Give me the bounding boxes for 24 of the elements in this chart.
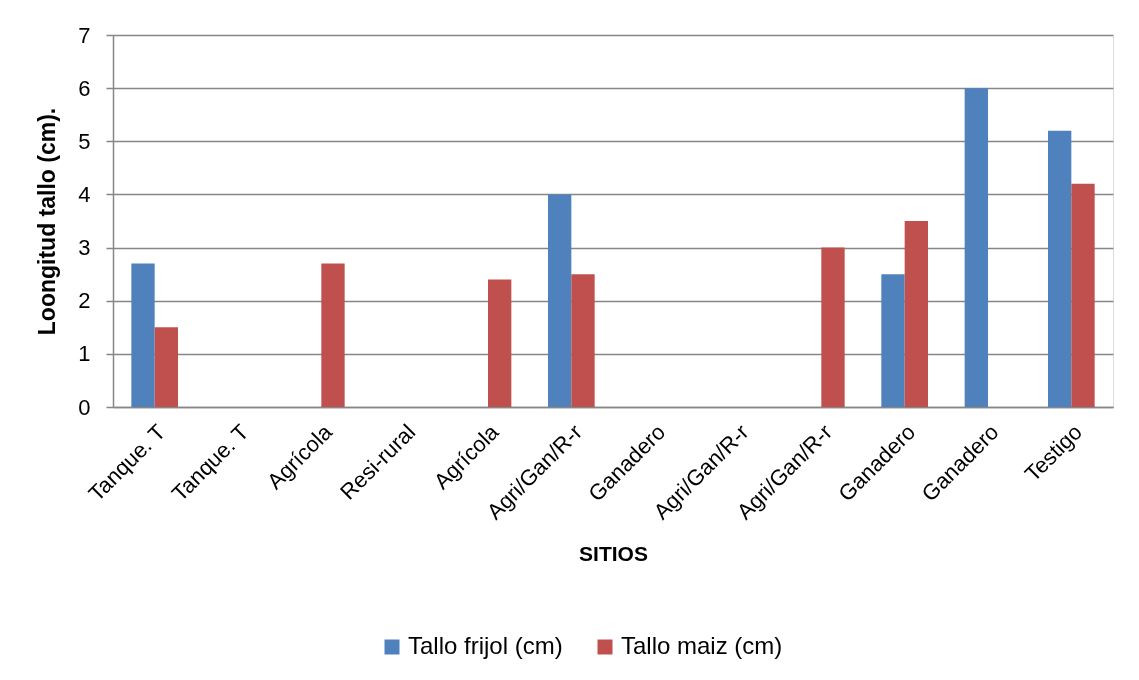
y-tick-label: 2	[78, 288, 91, 314]
bar	[131, 263, 155, 407]
x-axis-title: SITIOS	[579, 541, 648, 565]
y-tick-label: 3	[78, 235, 91, 261]
y-tick-label: 4	[78, 181, 91, 207]
bar	[548, 194, 572, 407]
bar	[1071, 183, 1095, 407]
y-axis-title: Loongitud tallo (cm).	[34, 107, 61, 336]
legend-label: Tallo maiz (cm)	[621, 632, 783, 659]
y-tick-label: 6	[78, 75, 91, 101]
y-tick-label: 7	[78, 22, 91, 48]
bar	[964, 88, 988, 407]
legend-label: Tallo frijol (cm)	[408, 632, 563, 659]
bar	[821, 247, 845, 407]
bar	[154, 327, 178, 407]
bar	[321, 263, 345, 407]
bar	[488, 279, 512, 407]
bar	[571, 274, 595, 407]
bar	[904, 221, 928, 407]
y-tick-label: 5	[78, 128, 91, 154]
bar	[881, 274, 905, 407]
y-tick-label: 0	[78, 394, 91, 420]
bar	[1048, 130, 1072, 407]
y-tick-label: 1	[78, 341, 91, 367]
